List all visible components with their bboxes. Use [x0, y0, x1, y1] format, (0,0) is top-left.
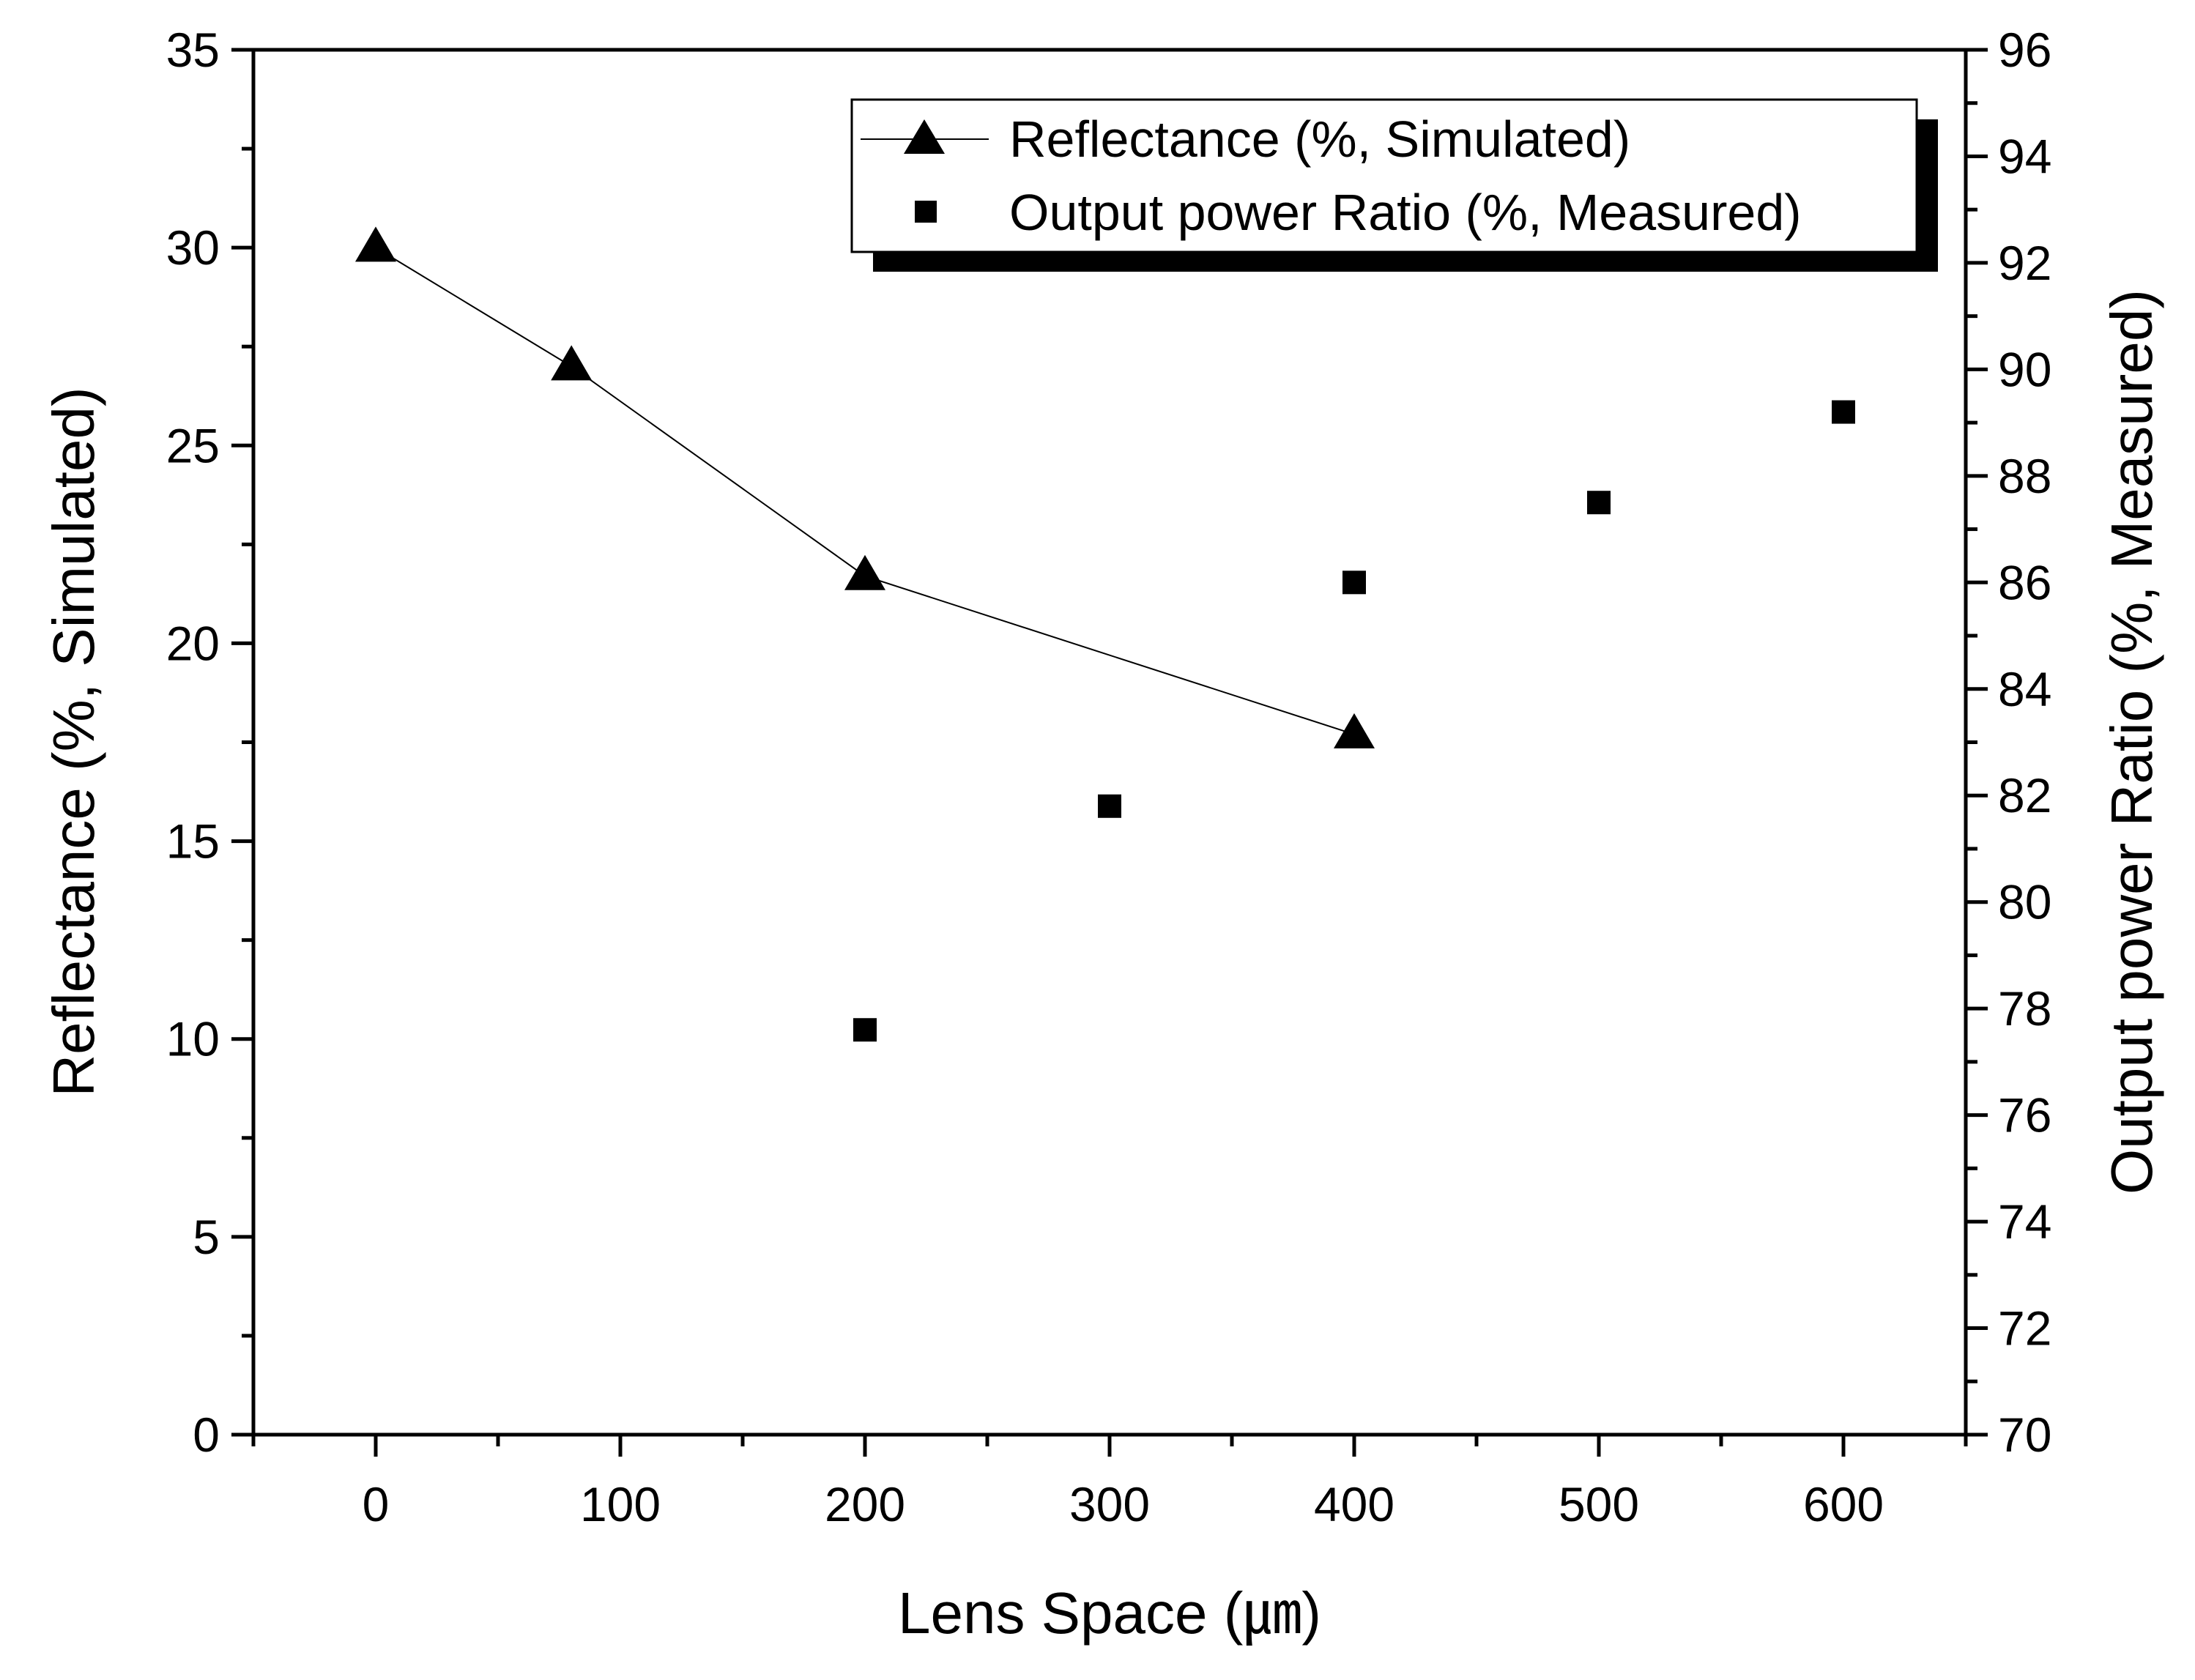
- y-left-tick-label: 10: [166, 1012, 220, 1066]
- y-right-tick-label: 72: [1998, 1301, 2051, 1356]
- y-right-axis-ticks: 70 72 74 76 78 80 82 84 86 88 90 92 94 96: [1966, 23, 2051, 1462]
- legend: Reflectance (%, Simulated) Output power …: [850, 98, 1938, 272]
- y-left-tick-label: 5: [193, 1210, 220, 1264]
- x-tick-label: 0: [363, 1477, 390, 1531]
- y-left-tick-label: 20: [166, 616, 220, 670]
- y-right-tick-label: 82: [1998, 768, 2051, 822]
- y-right-tick-label: 74: [1998, 1194, 2051, 1249]
- reflectance-point: [844, 554, 885, 590]
- y-left-tick-label: 0: [193, 1408, 220, 1462]
- x-tick-label: 500: [1559, 1477, 1639, 1531]
- y-right-axis-title: Output power Ratio (%, Measured): [2099, 289, 2164, 1194]
- legend-label-reflectance: Reflectance (%, Simulated): [1009, 111, 1630, 168]
- y-left-tick-label: 25: [166, 418, 220, 472]
- x-tick-label: 100: [580, 1477, 661, 1531]
- y-left-tick-label: 15: [166, 814, 220, 869]
- y-right-tick-label: 90: [1998, 342, 2051, 396]
- reflectance-point: [1334, 713, 1375, 748]
- y-right-tick-label: 96: [1998, 23, 2051, 77]
- output-power-point: [1342, 570, 1366, 595]
- y-right-tick-label: 80: [1998, 875, 2051, 929]
- reflectance-series-line: [375, 247, 1355, 735]
- y-right-tick-label: 76: [1998, 1088, 2051, 1142]
- x-tick-label: 600: [1803, 1477, 1884, 1531]
- y-right-tick-label: 94: [1998, 129, 2051, 183]
- x-axis-ticks: 0 100 200 300 400 500 600: [251, 1435, 1968, 1531]
- y-right-tick-label: 92: [1998, 236, 2051, 290]
- y-right-tick-label: 78: [1998, 981, 2051, 1036]
- y-left-axis-title: Reflectance (%, Simulated): [41, 387, 106, 1096]
- y-left-tick-label: 35: [166, 23, 220, 77]
- x-tick-label: 200: [825, 1477, 905, 1531]
- output-power-point: [1832, 400, 1855, 424]
- x-axis-title: Lens Space (㎛): [898, 1580, 1321, 1646]
- legend-label-output-power: Output power Ratio (%, Measured): [1009, 184, 1802, 241]
- x-tick-label: 400: [1314, 1477, 1394, 1531]
- legend-box: [850, 98, 1918, 253]
- output-power-point: [853, 1018, 877, 1042]
- output-power-point: [1587, 491, 1611, 515]
- reflectance-point: [355, 226, 396, 262]
- output-power-point: [1098, 794, 1121, 818]
- y-left-axis-ticks: 0 5 10 15 20 25 30 35: [166, 23, 253, 1462]
- y-left-tick-label: 30: [166, 220, 220, 275]
- series-lines: [375, 247, 1355, 735]
- y-right-tick-label: 88: [1998, 449, 2051, 503]
- reflectance-point: [551, 345, 593, 381]
- y-right-tick-label: 84: [1998, 662, 2051, 716]
- y-right-tick-label: 70: [1998, 1408, 2051, 1462]
- y-right-tick-label: 86: [1998, 555, 2051, 609]
- x-tick-label: 300: [1069, 1477, 1150, 1531]
- series-markers: [355, 226, 1855, 1042]
- legend-triangle-marker: [904, 119, 945, 154]
- legend-square-marker: [915, 201, 937, 223]
